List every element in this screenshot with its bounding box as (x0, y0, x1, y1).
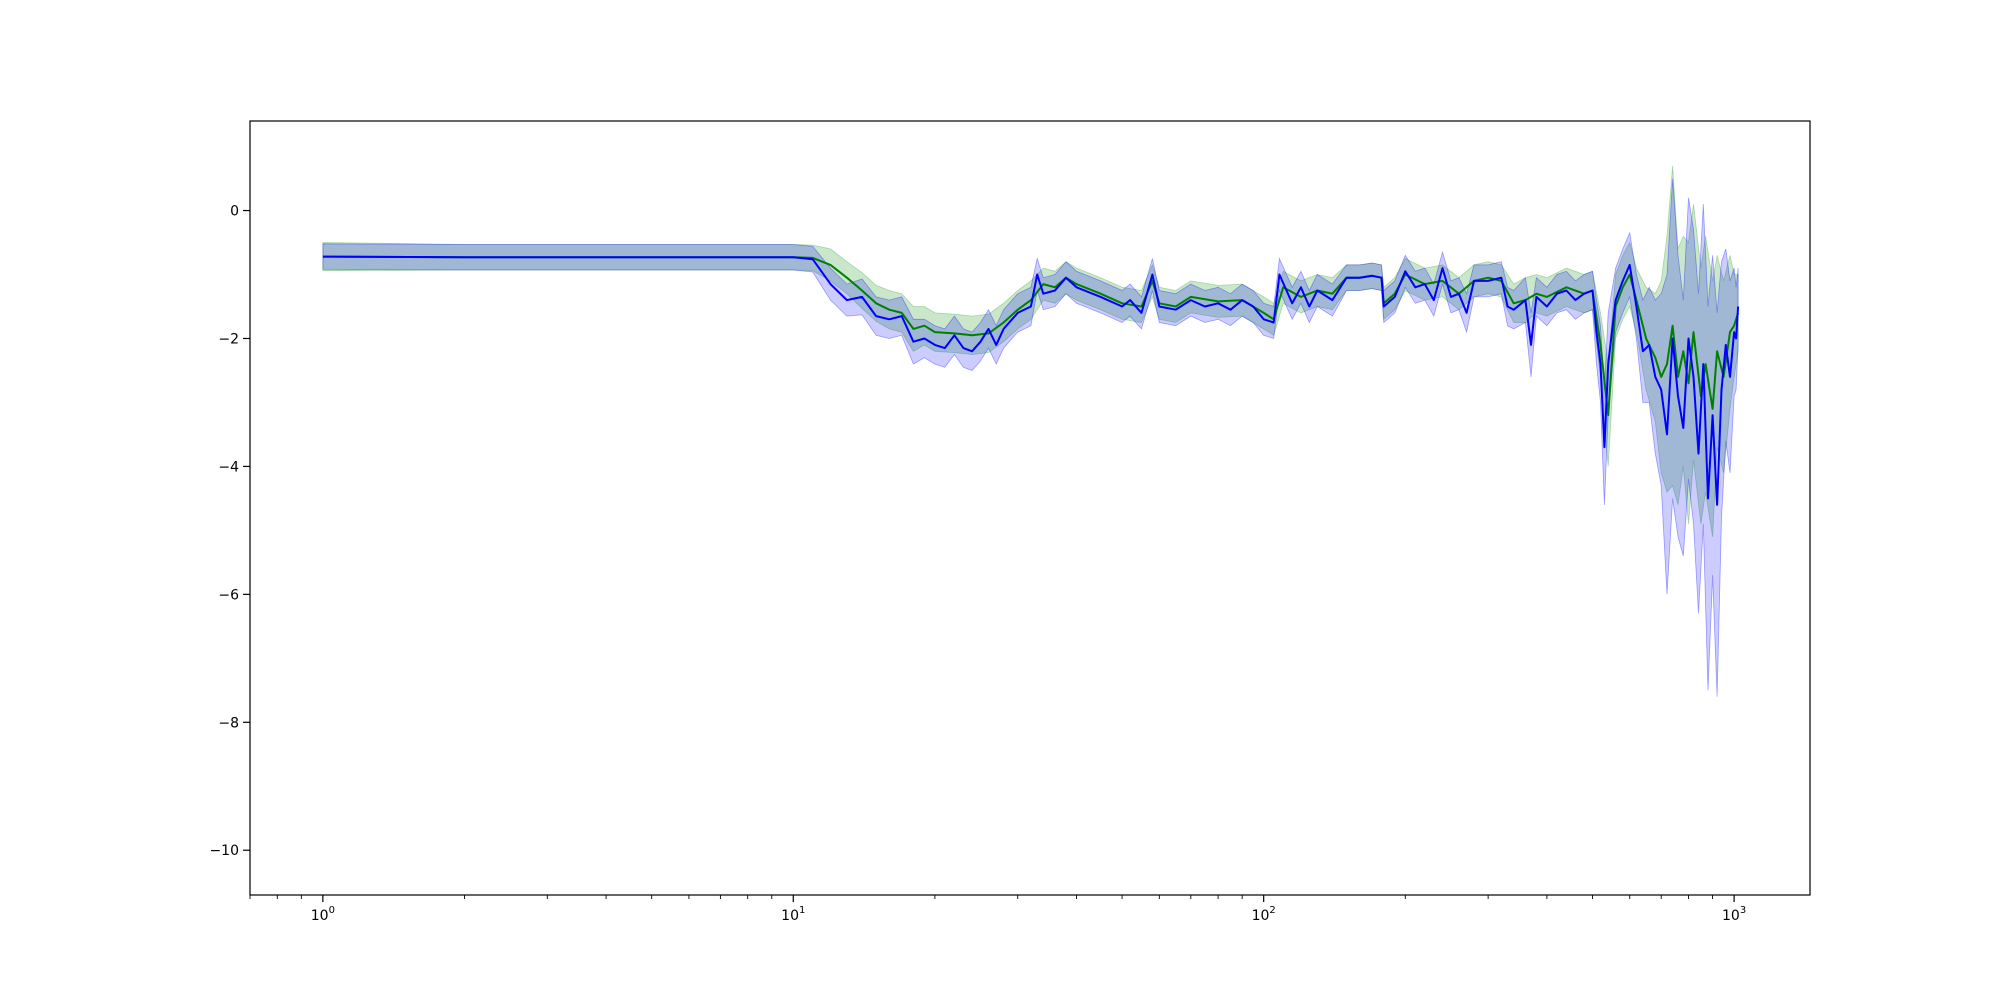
series-2-band (322, 178, 1739, 697)
series-lines (322, 255, 1740, 506)
series-1-band (322, 165, 1739, 537)
x-tick-label: 100 (311, 905, 335, 924)
x-tick-label: 102 (1252, 905, 1276, 924)
y-tick-label: 0 (230, 204, 239, 220)
y-tick-label: −4 (218, 459, 239, 475)
y-tick-label: −8 (218, 715, 239, 731)
y-tick-label: −10 (209, 843, 239, 859)
plot-frame (249, 120, 1811, 896)
x-tick-label: 101 (781, 905, 805, 924)
x-tick-label: 103 (1722, 905, 1746, 924)
confidence-bands (322, 165, 1739, 697)
y-tick-label: −6 (218, 587, 239, 603)
y-tick-label: −2 (218, 331, 239, 347)
series-2-line (322, 255, 1740, 506)
y-axis: 0 −2 −4 −6 −8 −10 (209, 204, 250, 859)
x-axis: 100 101 102 103 (249, 895, 1746, 924)
